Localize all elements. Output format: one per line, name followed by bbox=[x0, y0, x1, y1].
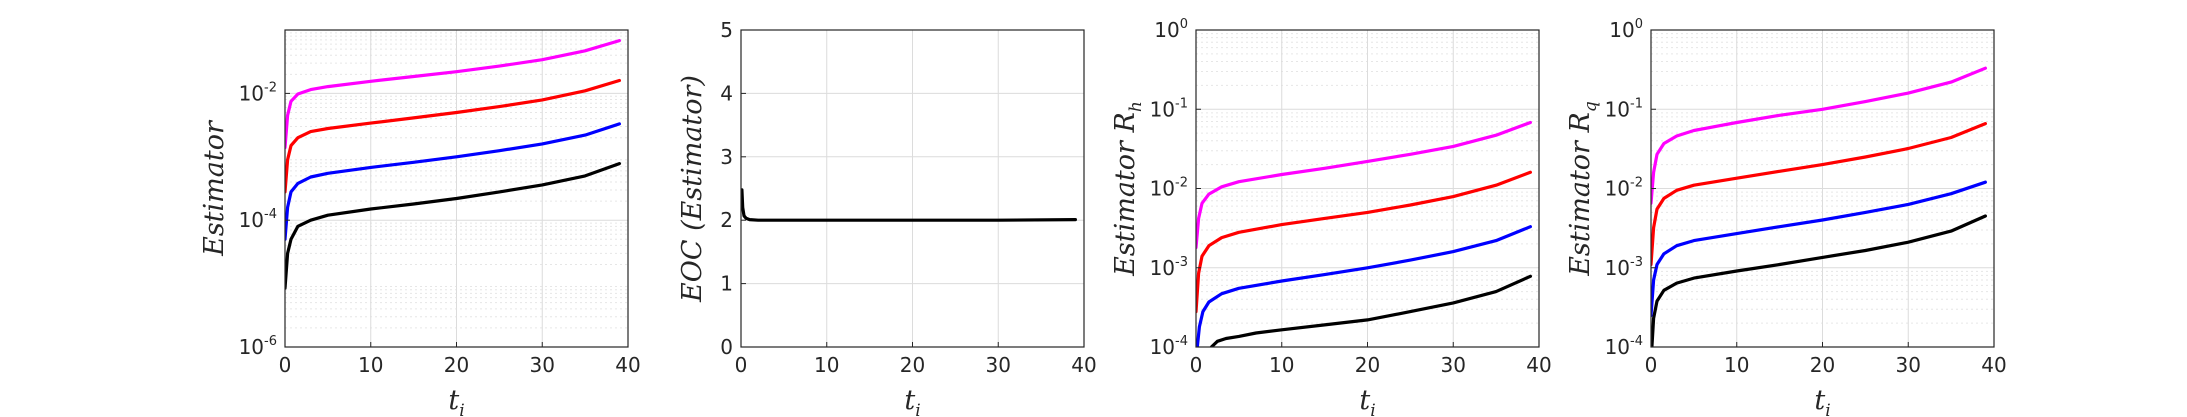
x-tick-label: 40 bbox=[1981, 353, 2006, 377]
x-axis-label: ti bbox=[1814, 385, 1830, 417]
x-axis-label: ti bbox=[448, 385, 464, 417]
y-axis-label: Estimator Rh bbox=[1110, 101, 1146, 277]
x-tick-label: 40 bbox=[615, 353, 640, 377]
chart-panel-4: 0 10 20 30 40 10-4 10-3 10-2 10-1 100 ti Estimator … bbox=[1565, 17, 2007, 417]
y-tick-label: 10-4 bbox=[1150, 334, 1188, 359]
y-tick-label: 10-2 bbox=[1605, 176, 1643, 201]
y-tick-label: 10-3 bbox=[1605, 255, 1643, 280]
x-tick-label: 30 bbox=[1441, 353, 1466, 377]
chart-panel-3: 0 10 20 30 40 10-4 10-3 10-2 10-1 100 ti Estimator … bbox=[1110, 17, 1552, 417]
x-tick-label: 10 bbox=[814, 353, 839, 377]
series-group bbox=[741, 188, 1077, 222]
y-tick-label: 1 bbox=[720, 272, 733, 296]
series-line-3 bbox=[285, 122, 621, 241]
y-tick-label: 10-1 bbox=[1605, 96, 1643, 121]
series-line-1 bbox=[1651, 66, 1987, 205]
x-axis-label: ti bbox=[904, 385, 920, 417]
x-tick-label: 10 bbox=[358, 353, 383, 377]
chart-panel-1: 0 10 20 30 40 10-6 10-4 10-2 ti Estimator bbox=[199, 29, 641, 417]
series-line-3 bbox=[1196, 225, 1532, 347]
series-group bbox=[1196, 120, 1532, 347]
x-tick-label: 0 bbox=[1190, 353, 1203, 377]
series-line-2 bbox=[285, 78, 621, 194]
y-tick-label: 10-1 bbox=[1150, 96, 1188, 121]
y-tick-label: 10-3 bbox=[1150, 255, 1188, 280]
x-axis-label: ti bbox=[1359, 385, 1375, 417]
y-tick-label: 10-4 bbox=[239, 207, 277, 232]
y-axis-label: Estimator Rq bbox=[1565, 101, 1601, 277]
x-tick-label: 40 bbox=[1526, 353, 1551, 377]
x-tick-label: 20 bbox=[900, 353, 925, 377]
series-line-1 bbox=[741, 188, 1077, 222]
series-line-3 bbox=[1651, 180, 1987, 318]
y-tick-label: 10-4 bbox=[1605, 334, 1643, 359]
x-tick-label: 10 bbox=[1269, 353, 1294, 377]
y-tick-label: 10-6 bbox=[239, 334, 277, 359]
x-tick-label: 30 bbox=[986, 353, 1011, 377]
series-group bbox=[285, 39, 621, 290]
x-tick-label: 0 bbox=[279, 353, 292, 377]
y-tick-label: 100 bbox=[1154, 17, 1188, 42]
series-line-1 bbox=[1196, 120, 1532, 250]
x-tick-label: 20 bbox=[1355, 353, 1380, 377]
y-tick-label: 2 bbox=[720, 208, 733, 232]
y-tick-label: 0 bbox=[720, 335, 733, 359]
x-tick-label: 20 bbox=[444, 353, 469, 377]
chart-panel-2: 0 10 20 30 40 0 1 2 3 4 5 ti EOC (Estimator) bbox=[677, 18, 1097, 417]
y-tick-label: 5 bbox=[720, 18, 733, 42]
y-tick-label: 100 bbox=[1609, 17, 1643, 42]
series-line-1 bbox=[285, 39, 621, 150]
series-group bbox=[1651, 66, 1987, 347]
x-tick-label: 10 bbox=[1724, 353, 1749, 377]
series-line-4 bbox=[1209, 274, 1532, 347]
series-line-2 bbox=[1196, 170, 1532, 314]
y-axis-label: EOC (Estimator) bbox=[677, 75, 708, 303]
x-tick-label: 30 bbox=[1896, 353, 1921, 377]
series-line-4 bbox=[285, 162, 621, 290]
series-line-2 bbox=[1651, 122, 1987, 267]
y-tick-label: 10-2 bbox=[1150, 176, 1188, 201]
x-tick-label: 40 bbox=[1071, 353, 1096, 377]
y-tick-label: 10-2 bbox=[239, 80, 277, 105]
x-tick-label: 0 bbox=[735, 353, 748, 377]
y-tick-label: 4 bbox=[720, 81, 733, 105]
x-tick-label: 30 bbox=[530, 353, 555, 377]
series-line-4 bbox=[1651, 214, 1987, 347]
x-tick-label: 0 bbox=[1645, 353, 1658, 377]
y-axis-label: Estimator bbox=[199, 119, 230, 257]
y-tick-label: 3 bbox=[720, 145, 733, 169]
x-tick-label: 20 bbox=[1810, 353, 1835, 377]
